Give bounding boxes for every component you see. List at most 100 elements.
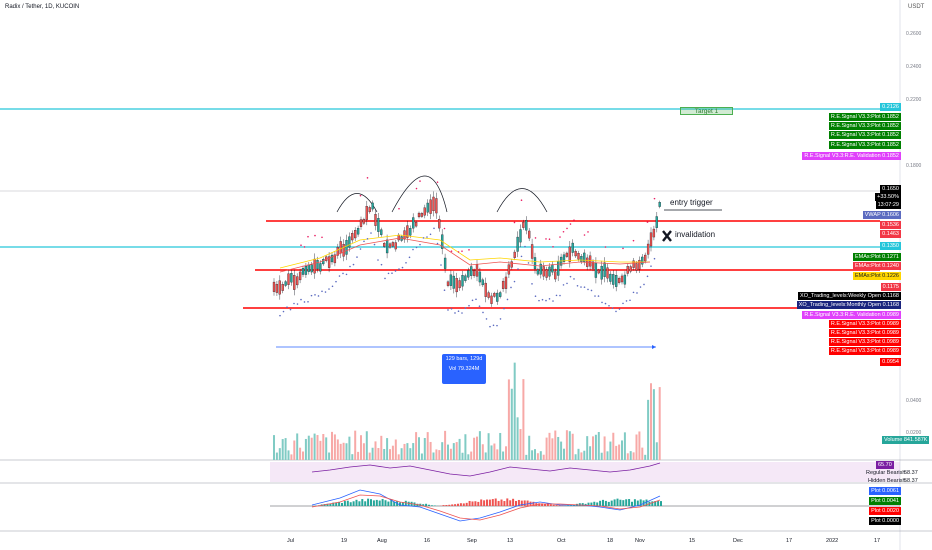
volume-bar [597,432,600,460]
volume-bar [365,431,368,460]
time-tick: Dec [733,538,743,544]
macd-bar [465,502,468,506]
volume-bar [403,443,406,460]
pattern-arc-3 [496,188,548,213]
candle [362,219,366,224]
candle [646,243,650,255]
volume-bar [551,438,554,460]
macd-bar [399,502,401,506]
volume-bar [278,448,281,460]
candle [316,260,319,270]
signal-dot [303,246,306,248]
volume-bar [516,417,519,460]
signal-dot [566,227,568,230]
signal-dot [310,294,313,297]
volume-bar [493,443,496,460]
signal-dot [601,301,603,304]
signal-dot [314,234,316,237]
volume-bar [513,362,516,460]
signal-dot [639,286,642,288]
signal-dot [405,261,407,264]
candle [333,254,337,264]
macd-bar [517,499,520,506]
candle [327,256,331,268]
candle [548,266,551,277]
candle [568,246,571,262]
macd-bar [633,499,636,506]
candle [356,227,360,235]
signal-dot [286,306,288,309]
macd-bar [364,501,367,506]
macd-bar [602,499,604,506]
signal-dot [419,243,421,246]
signal-dot [464,307,467,309]
signal-dot [646,275,649,278]
time-tick: 16 [424,538,431,544]
volume-bar [525,454,528,460]
macd-bar [404,500,407,506]
candle [655,216,658,228]
signal-dot [580,286,582,288]
candle [626,266,629,274]
candle [632,260,635,268]
time-tick: 17 [874,538,881,544]
candle [513,251,516,258]
signal-dot [545,299,547,302]
volume-bar [447,444,449,460]
price-tick: 0.0400 [906,398,922,404]
volume-bar [455,442,458,460]
macd-bar [425,503,428,506]
right-price-label: 0.1463 [880,230,901,238]
volume-bar [519,429,522,460]
volume-bar [391,445,394,460]
invalidation-text[interactable]: invalidation [675,230,716,239]
right-price-label: R.E.Signal V3.3:Plot 0.1852 [828,122,901,130]
measure-bars: 129 bars, 129d [445,356,483,362]
signal-dot [359,194,362,197]
signal-dot [503,307,505,310]
signal-dot [321,236,323,239]
volume-bar [534,449,536,460]
candle [644,254,647,262]
signal-dot [622,302,624,305]
macd-bar [378,500,381,506]
volume-bar [650,383,652,460]
signal-dot [499,318,502,320]
volume-bar [629,451,632,460]
right-price-label: R.E.Signal V3.3:Plot 0.0989 [828,329,901,337]
entry-trigger-text[interactable]: entry trigger [670,198,713,207]
right-price-label: 0.0954 [880,358,901,366]
volume-bar [539,451,542,460]
volume-bar [554,430,557,460]
volume-bar [331,431,333,460]
macd-bar [433,505,436,506]
right-price-label: R.E.Signal V3.3:Plot 0.0989 [828,338,901,346]
signal-dot [611,307,614,310]
target-box[interactable]: Target 1 [680,107,733,115]
candle [417,212,421,218]
volume-bar [313,433,316,460]
macd-bar [451,504,454,506]
candle [481,279,484,286]
candle [609,273,612,282]
candle [336,247,339,256]
macd-bar [538,503,541,506]
volume-bar [444,430,447,460]
volume-bar [302,451,304,460]
volume-bar [568,431,571,460]
signal-dot [492,324,495,327]
currency-label[interactable]: USDT [908,4,925,10]
macd-bar [573,504,575,506]
macd-bar [552,504,555,506]
candle [475,264,479,277]
macd-bar [326,503,329,506]
signal-dot [653,257,656,260]
volume-bar [589,446,592,460]
macd-bar [459,503,462,506]
volume-bar [470,451,473,460]
macd-bar [462,503,465,506]
candle [351,232,354,241]
candle [519,229,522,243]
volume-bar [452,443,455,460]
